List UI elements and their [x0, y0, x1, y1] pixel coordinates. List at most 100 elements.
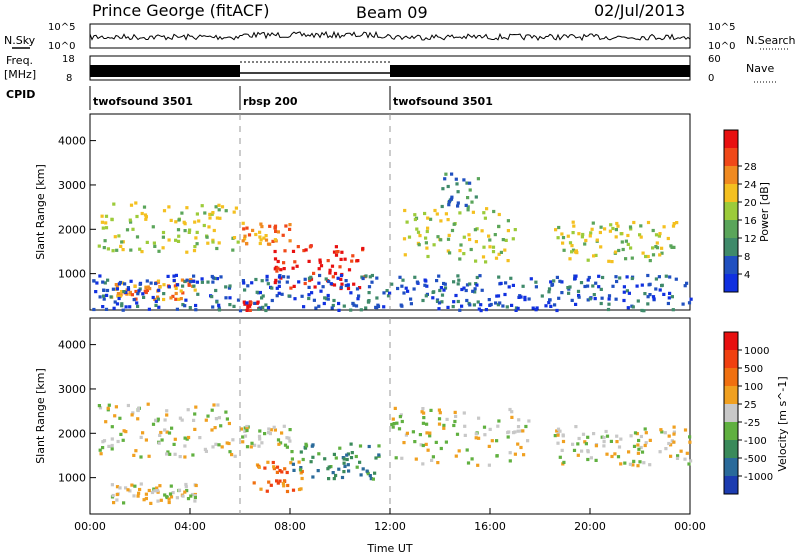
- heatmap-cell: [271, 460, 275, 465]
- heatmap-cell: [576, 289, 581, 293]
- heatmap-cell: [308, 245, 312, 249]
- heatmap-cell: [140, 250, 144, 254]
- heatmap-cell: [416, 230, 421, 234]
- heatmap-cell: [275, 479, 279, 483]
- colorbar-tick-label: -500: [744, 454, 767, 465]
- heatmap-cell: [246, 284, 250, 288]
- heatmap-cell: [217, 208, 221, 212]
- heatmap-cell: [465, 283, 470, 287]
- heatmap-cell: [619, 232, 623, 236]
- heatmap-cell: [219, 424, 223, 428]
- heatmap-cell: [560, 232, 564, 236]
- heatmap-cell: [474, 259, 478, 263]
- heatmap-cell: [508, 459, 512, 463]
- heatmap-cell: [128, 290, 132, 294]
- heatmap-cell: [212, 403, 216, 407]
- heatmap-cell: [134, 449, 138, 453]
- heatmap-cell: [576, 442, 580, 446]
- heatmap-cell: [202, 223, 206, 228]
- heatmap-cell: [206, 414, 210, 418]
- heatmap-cell: [636, 451, 640, 455]
- heatmap-cell: [540, 294, 544, 298]
- heatmap-cell: [140, 211, 144, 216]
- heatmap-cell: [658, 450, 662, 454]
- heatmap-cell: [154, 299, 158, 303]
- heatmap-cell: [206, 280, 210, 284]
- heatmap-cell: [211, 238, 215, 242]
- heatmap-cell: [553, 434, 557, 438]
- heatmap-cell: [614, 235, 618, 239]
- heatmap-cell: [106, 278, 110, 282]
- heatmap-cell: [228, 450, 232, 454]
- heatmap-cell: [597, 285, 601, 289]
- heatmap-cell: [153, 489, 157, 493]
- heatmap-cell: [453, 410, 457, 414]
- heatmap-cell: [598, 230, 602, 235]
- heatmap-cell: [586, 284, 590, 288]
- heatmap-cell: [214, 417, 218, 421]
- heatmap-cell: [441, 187, 445, 191]
- heatmap-cell: [289, 461, 293, 465]
- heatmap-cell: [355, 287, 360, 291]
- heatmap-cell: [367, 291, 371, 295]
- heatmap-cell: [331, 275, 335, 279]
- heatmap-cell: [259, 222, 263, 226]
- x-tick-label: 08:00: [274, 520, 306, 533]
- heatmap-cell: [327, 465, 331, 469]
- power-y-ticks: 1000 2000 3000 4000: [58, 135, 96, 281]
- heatmap-cell: [334, 245, 338, 249]
- heatmap-cell: [614, 250, 618, 254]
- heatmap-cell: [456, 274, 460, 278]
- heatmap-cell: [303, 446, 308, 450]
- heatmap-cell: [129, 248, 133, 252]
- heatmap-cell: [497, 419, 501, 423]
- heatmap-cell: [424, 294, 428, 298]
- heatmap-cell: [342, 470, 346, 474]
- heatmap-cell: [262, 236, 266, 240]
- heatmap-cell: [366, 472, 370, 476]
- heatmap-cell: [462, 252, 466, 256]
- heatmap-cell: [535, 306, 539, 310]
- heatmap-cell: [571, 248, 576, 252]
- heatmap-cell: [464, 203, 468, 207]
- heatmap-cell: [404, 433, 408, 437]
- heatmap-cell: [488, 238, 492, 242]
- heatmap-cell: [250, 441, 254, 445]
- heatmap-cell: [660, 246, 664, 250]
- heatmap-cell: [576, 453, 580, 457]
- heatmap-cell: [477, 416, 481, 420]
- heatmap-cell: [451, 305, 455, 309]
- heatmap-cell: [243, 234, 247, 238]
- power-ylabel: Slant Range [km]: [34, 164, 47, 260]
- heatmap-cell: [144, 286, 148, 290]
- heatmap-cell: [434, 440, 438, 444]
- heatmap-cell: [616, 455, 621, 459]
- heatmap-cell: [340, 250, 344, 254]
- heatmap-cell: [452, 280, 456, 284]
- heatmap-cell: [264, 303, 268, 307]
- heatmap-cell: [277, 284, 281, 288]
- heatmap-cell: [573, 250, 577, 254]
- heatmap-cell: [97, 404, 101, 408]
- heatmap-cell: [462, 411, 466, 415]
- heatmap-cell: [556, 433, 560, 437]
- heatmap-cell: [272, 467, 276, 471]
- heatmap-cell: [250, 281, 254, 285]
- heatmap-cell: [619, 437, 623, 441]
- heatmap-cell: [174, 220, 178, 224]
- heatmap-cell: [439, 446, 443, 451]
- heatmap-cell: [275, 470, 279, 474]
- heatmap-cell: [652, 297, 656, 301]
- heatmap-cell: [644, 441, 648, 445]
- heatmap-cell: [358, 460, 362, 464]
- heatmap-cell: [689, 459, 693, 463]
- heatmap-cell: [609, 439, 613, 443]
- heatmap-cell: [504, 281, 508, 285]
- heatmap-cell: [424, 279, 428, 283]
- heatmap-cell: [133, 284, 137, 288]
- heatmap-cell: [367, 444, 371, 449]
- heatmap-cell: [200, 277, 204, 281]
- heatmap-cell: [225, 441, 229, 445]
- heatmap-cell: [672, 432, 676, 436]
- heatmap-cell: [628, 225, 633, 229]
